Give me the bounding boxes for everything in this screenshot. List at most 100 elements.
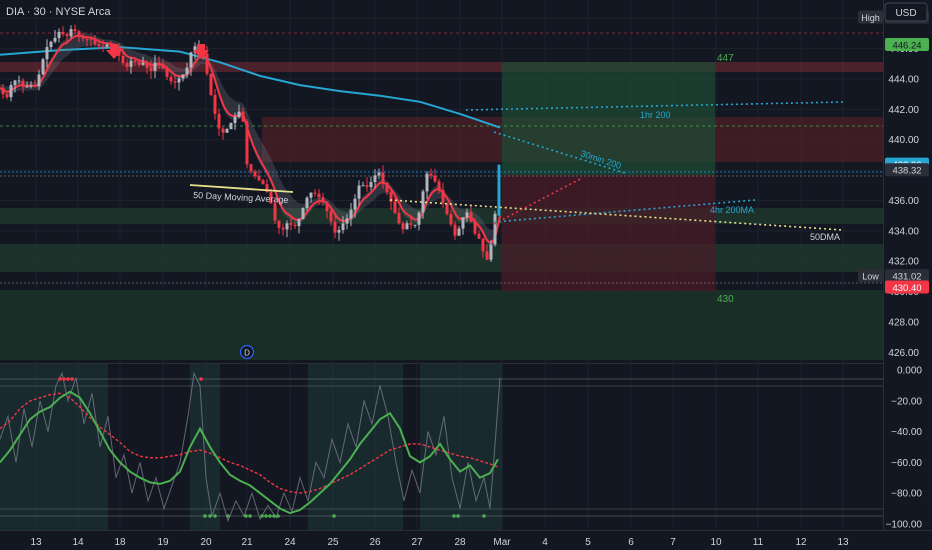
- candle-body: [213, 94, 217, 114]
- projection-lines: [189, 101, 844, 231]
- price-tick-label: 440.00: [888, 135, 919, 146]
- candle-body: [425, 173, 429, 192]
- price-tick-label: 426.00: [888, 348, 919, 359]
- candle-body: [53, 37, 57, 42]
- oscillator-tick-label: 0.000: [897, 366, 922, 377]
- candle-body: [409, 223, 413, 225]
- candle-body: [485, 251, 489, 260]
- candle-body: [229, 123, 233, 130]
- bullish-path-line: [493, 177, 583, 225]
- candle-body: [365, 185, 369, 188]
- candle-body: [289, 223, 293, 225]
- candle-body: [437, 181, 441, 191]
- candle-body: [1, 88, 5, 95]
- currency-label: USD: [895, 8, 916, 19]
- 4hr-200ma-line: [493, 199, 756, 223]
- candle-body: [65, 34, 69, 37]
- candle-body: [321, 197, 325, 203]
- 50-day-ma-marker: [189, 184, 294, 193]
- candle-body: [449, 214, 453, 225]
- candle-body: [433, 175, 437, 182]
- candle-body: [473, 221, 477, 234]
- oscillator-signal-line: [0, 392, 499, 494]
- candle-body: [93, 39, 97, 45]
- long-position-tool[interactable]: [502, 62, 715, 291]
- price-tick-label: 436.00: [888, 196, 919, 207]
- candle-body: [481, 238, 485, 252]
- candle-body: [401, 223, 405, 230]
- price-badge: [885, 269, 929, 283]
- support-zone-433: [0, 244, 883, 272]
- candle-body: [329, 211, 333, 222]
- candle-body: [49, 41, 53, 48]
- dividend-event-label: D: [244, 349, 250, 358]
- currency-button[interactable]: USD: [884, 2, 928, 22]
- price-badge: [885, 280, 929, 294]
- candle-body: [317, 193, 321, 198]
- candle-body: [137, 62, 141, 65]
- candle-body: [217, 113, 221, 129]
- label-50-day-ma: 50 Day Moving Average: [193, 190, 289, 205]
- currency-button-frame[interactable]: [884, 2, 928, 22]
- candle-body: [41, 59, 45, 75]
- oscillator-raw-line: [0, 371, 501, 523]
- candle-body: [189, 52, 193, 68]
- candle-body: [445, 203, 449, 215]
- time-tick-label: 14: [72, 537, 84, 548]
- candle-body: [185, 67, 189, 75]
- symbol-title: DIA · 30 · NYSE Arca: [6, 6, 111, 18]
- time-tick-label: 10: [710, 537, 722, 548]
- candle-body: [361, 185, 365, 187]
- price-tick-label: 442.00: [888, 105, 919, 116]
- candle-body: [105, 44, 109, 47]
- candle-body: [457, 228, 461, 236]
- candle-body: [357, 185, 361, 199]
- candle-body: [489, 244, 493, 260]
- candle-body: [37, 74, 41, 87]
- price-badge: [885, 163, 929, 177]
- price-badge-value: 438.32: [892, 166, 921, 177]
- candle-body: [157, 62, 161, 64]
- candle-body: [125, 63, 129, 67]
- candle-body: [141, 62, 145, 65]
- price-badges: 448.04High446.24438.36438.32431.02Low430…: [858, 10, 929, 294]
- candle-body: [61, 31, 65, 35]
- time-tick-label: 18: [114, 537, 126, 548]
- candle-body: [369, 182, 373, 188]
- candle-body: [29, 85, 33, 87]
- candle-body: [161, 63, 165, 69]
- time-tick-label: 5: [585, 537, 591, 548]
- time-axis[interactable]: 13 14 18 19 20 21 24 25 26 27 28 Mar 4 5 6 7 10 11 12 13: [30, 537, 849, 548]
- oscillator-tick-label: −60.00: [891, 458, 922, 469]
- dividend-event-icon[interactable]: [239, 344, 255, 360]
- candle-body: [73, 29, 77, 32]
- demand-price-label: 430: [717, 294, 734, 305]
- candle-body: [57, 31, 61, 38]
- candle-body: [493, 213, 497, 245]
- oscillator-axis[interactable]: 0.000 −20.00 −40.00 −60.00 −80.00 −100.00: [886, 366, 923, 531]
- candle-body: [297, 218, 301, 227]
- candle-body: [277, 220, 281, 228]
- candle-body: [333, 221, 337, 233]
- price-tick-label: 434.00: [888, 226, 919, 237]
- candle-body: [349, 209, 353, 219]
- candle-body: [69, 29, 73, 37]
- candle-body: [129, 60, 133, 67]
- candle-body: [377, 172, 381, 176]
- candle-body: [393, 201, 397, 213]
- target-zone: [502, 62, 715, 175]
- candle-body: [17, 80, 21, 82]
- dividend-event[interactable]: D: [239, 344, 255, 360]
- candle-body: [301, 208, 305, 219]
- candle-body: [265, 184, 269, 193]
- label-50dma: 50DMA: [810, 232, 840, 242]
- candle-body: [13, 80, 17, 86]
- candle-body: [5, 94, 9, 98]
- candle-body: [145, 62, 149, 68]
- candle-body: [169, 76, 173, 82]
- time-tick-label: 19: [157, 537, 169, 548]
- candle-body: [345, 218, 349, 224]
- price-badge-value: 430.40: [892, 283, 921, 294]
- candle-body: [273, 203, 277, 221]
